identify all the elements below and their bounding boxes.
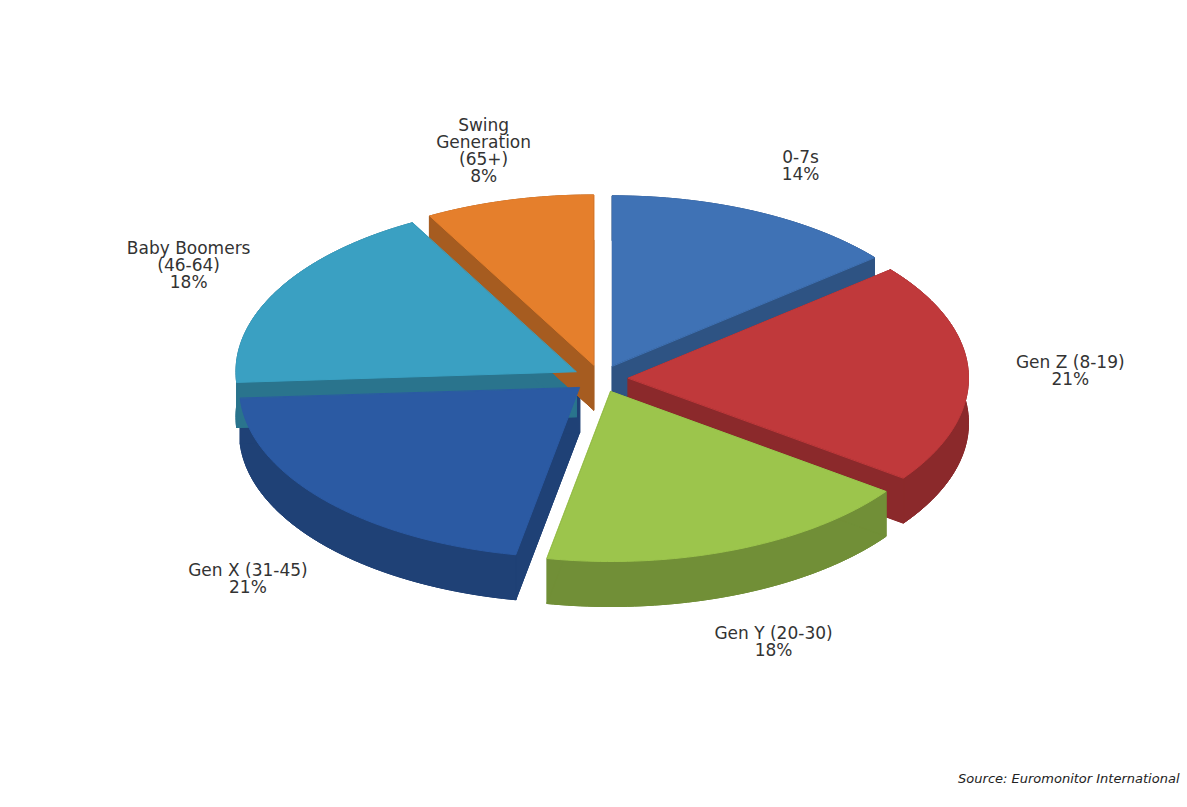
svg-text:SwingGeneration(65+)8%: SwingGeneration(65+)8% (436, 115, 531, 186)
svg-text:Source: Euromonitor Internatio: Source: Euromonitor International (958, 771, 1180, 786)
svg-text:Baby Boomers(46-64)18%: Baby Boomers(46-64)18% (127, 238, 251, 292)
svg-text:0-7s14%: 0-7s14% (782, 147, 820, 184)
svg-text:Gen Y (20-30)18%: Gen Y (20-30)18% (714, 623, 832, 660)
svg-text:Gen X (31-45)21%: Gen X (31-45)21% (188, 560, 308, 597)
svg-text:Gen Z (8-19)21%: Gen Z (8-19)21% (1016, 352, 1125, 389)
